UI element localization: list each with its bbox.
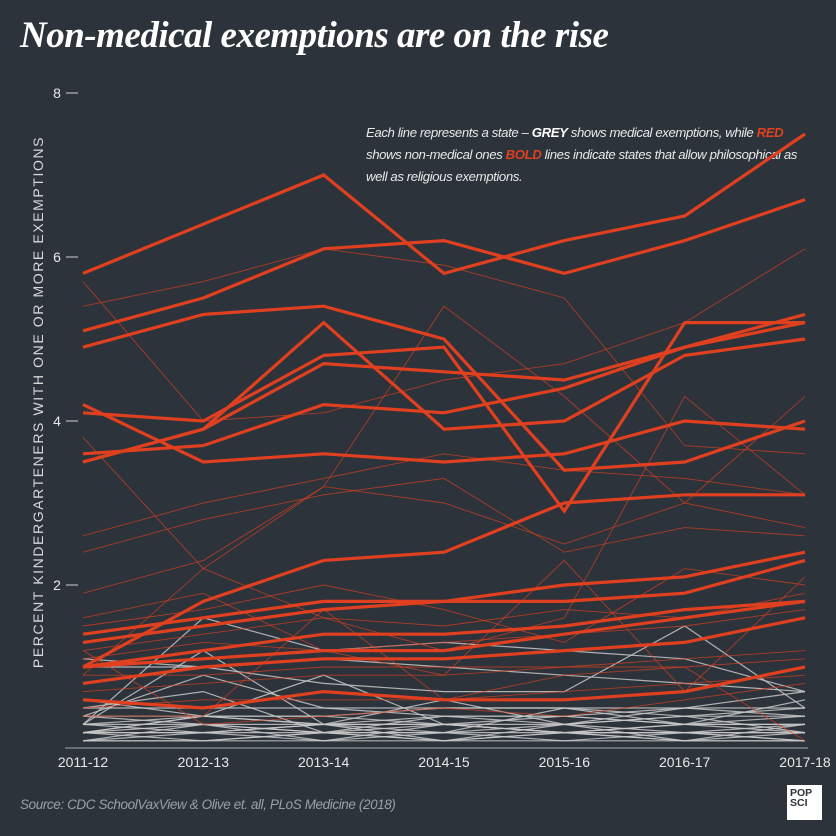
annotation-note: Each line represents a state – GREY show… — [366, 122, 806, 188]
thin-red-state-line — [82, 609, 806, 660]
x-tick-label: 2013-14 — [298, 754, 350, 770]
thin-red-state-line — [82, 568, 806, 643]
bold-red-state-line — [82, 550, 806, 636]
thin-red-state-line — [82, 453, 806, 537]
y-tick-label: 4 — [53, 413, 61, 429]
bold-red-state-line — [82, 599, 806, 669]
grey-state-line — [82, 707, 806, 734]
thin-red-state-line — [82, 395, 806, 652]
y-tick-label: 2 — [53, 577, 61, 593]
note-text: Each line represents a state – — [366, 125, 532, 140]
bold-red-state-line — [82, 321, 806, 464]
bold-red-state-line — [82, 132, 806, 276]
bold-red-state-line — [82, 321, 805, 515]
x-tick-label: 2011-12 — [58, 754, 109, 770]
note-bold-keyword: BOLD — [505, 147, 542, 162]
bold-red-state-line — [82, 599, 806, 669]
note-text: lines indicate states that allow philoso… — [366, 147, 798, 184]
chart-title: Non-medical exemptions are on the rise — [20, 15, 609, 56]
note-text: shows medical exemptions, while — [567, 125, 757, 140]
x-tick-label: 2015-16 — [539, 754, 591, 770]
logo-text: POP — [790, 787, 813, 799]
bold-red-state-line — [82, 493, 805, 669]
bold-red-state-line — [82, 665, 806, 710]
popsci-logo: POP SCI — [787, 785, 822, 820]
note-text: shows non-medical ones — [366, 147, 506, 162]
grey-state-line — [83, 731, 805, 742]
bold-red-state-line — [82, 403, 806, 464]
thin-red-state-line — [82, 248, 806, 455]
note-grey-keyword: GREY — [531, 125, 568, 140]
source-credit: Source: CDC SchoolVaxView & Olive et. al… — [20, 797, 396, 812]
thin-red-state-line — [82, 650, 806, 725]
x-tick-label: 2012-13 — [178, 754, 230, 770]
grey-state-line — [83, 723, 806, 742]
thin-red-state-line — [82, 305, 806, 676]
x-tick-label: 2016-17 — [659, 754, 711, 770]
thin-red-state-line — [83, 650, 806, 676]
grey-state-line — [82, 674, 806, 717]
bold-red-state-line — [82, 198, 806, 333]
thin-red-state-line — [82, 486, 806, 594]
bold-red-state-line — [82, 616, 806, 685]
note-red-keyword: RED — [756, 125, 784, 140]
bold-red-state-line — [82, 304, 806, 472]
logo-text: SCI — [790, 797, 808, 809]
thin-red-state-line — [82, 477, 806, 553]
y-tick-label: 6 — [53, 249, 61, 265]
x-tick-label: 2014-15 — [418, 754, 470, 770]
x-tick-label: 2017-18 — [779, 754, 831, 770]
grey-state-line — [82, 699, 806, 726]
y-tick-label: 8 — [53, 85, 61, 101]
bold-red-state-line — [82, 558, 806, 644]
